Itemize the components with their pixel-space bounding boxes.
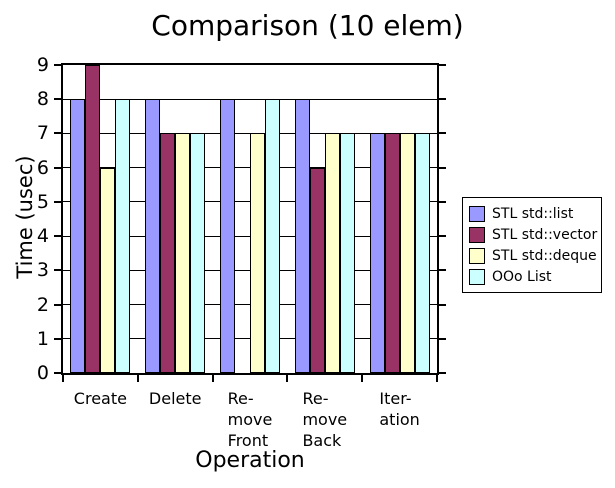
y-axis-tick-right [439,337,446,340]
y-axis-tick-right [439,200,446,203]
bar [250,133,265,373]
bar [309,167,325,373]
bar [369,133,385,373]
bar [339,133,355,373]
y-tick-label: 0 [36,362,49,384]
x-tick-label: Delete [148,389,202,408]
bar [115,99,131,373]
y-tick-label: 3 [36,259,49,282]
legend-label: STL std::vector [492,226,598,243]
chart-title: Comparison (10 elem) [151,9,464,42]
x-axis-tick [361,375,364,382]
bar [85,65,101,373]
bar [414,133,430,373]
y-axis-tick [54,166,61,169]
legend-label: STL std::deque [492,247,597,264]
x-tick-label: Iter- ation [379,389,420,429]
x-axis-tick [211,375,214,382]
y-axis-tick [54,235,61,238]
y-tick-label: 2 [36,293,49,316]
bar [324,133,340,373]
y-tick-label: 5 [36,190,49,213]
x-axis-tick [136,375,139,382]
bar [294,99,310,373]
y-tick-label: 4 [36,225,49,248]
y-axis-tick [54,303,61,306]
legend-label: STL std::list [492,205,574,222]
y-tick-label: 7 [36,122,49,145]
bar [399,133,415,373]
x-axis-tick [62,375,64,382]
y-tick-label: 8 [36,88,49,111]
legend-label: OOo List [492,268,552,285]
y-axis-tick-right [439,235,446,238]
x-axis-title: Operation [195,448,305,473]
gridline [63,98,437,100]
bar [70,99,86,373]
legend-item: STL std::list [469,203,597,224]
y-axis-tick-right [439,98,446,101]
bar [100,167,116,373]
y-axis-tick [54,64,61,66]
legend-item: OOo List [469,266,597,287]
y-axis-tick-right [439,64,446,66]
y-axis-tick-right [439,132,446,135]
plot-frame [61,63,439,375]
y-axis-tick [54,337,61,340]
bar [145,99,161,373]
legend-item: STL std::deque [469,245,597,266]
legend-swatch [469,247,485,264]
y-axis-tick-right [439,303,446,306]
y-axis-tick [54,98,61,101]
y-axis-tick [54,132,61,135]
x-axis-tick [286,375,289,382]
legend-swatch [469,268,485,285]
y-tick-label: 6 [36,156,49,179]
y-axis-tick [54,372,61,374]
bar [384,133,400,373]
bar [160,133,176,373]
x-tick-label: Create [73,389,127,408]
legend-swatch [469,226,485,243]
y-axis-tick [54,200,61,203]
legend-item: STL std::vector [469,224,597,245]
bar [190,133,206,373]
x-tick-label: Re- move Back [302,389,348,450]
bar [265,99,280,373]
y-axis-tick-right [439,166,446,169]
bar [220,99,235,373]
y-tick-label: 9 [36,54,49,76]
y-tick-label: 1 [36,327,49,350]
bar [175,133,191,373]
x-axis-tick [436,375,438,382]
y-axis-tick-right [439,372,446,374]
legend-swatch [469,205,485,222]
y-axis-tick-right [439,269,446,272]
y-axis-tick [54,269,61,272]
x-tick-label: Re- move Front [227,389,273,450]
